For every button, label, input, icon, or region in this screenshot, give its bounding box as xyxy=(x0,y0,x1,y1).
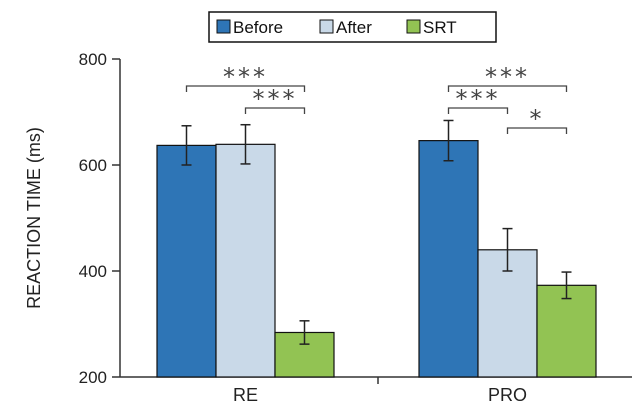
bars xyxy=(156,119,597,378)
bracket-line xyxy=(185,85,306,92)
y-tick-label: 400 xyxy=(79,262,107,281)
significance-label: *** xyxy=(485,63,530,91)
bracket-line xyxy=(506,127,568,134)
legend: Before After SRT xyxy=(208,11,497,43)
significance-brackets: ************* xyxy=(185,63,568,134)
legend-swatch-after xyxy=(319,19,334,34)
x-axis: RE PRO xyxy=(120,376,632,405)
bar-pro-before xyxy=(418,140,479,378)
bracket-line xyxy=(447,107,509,114)
significance-bracket: * xyxy=(506,105,568,134)
significance-label: *** xyxy=(456,85,501,113)
significance-bracket: *** xyxy=(244,85,306,114)
bracket-line xyxy=(244,107,306,114)
legend-label-before: Before xyxy=(233,18,283,37)
y-axis-title: REACTION TIME (ms) xyxy=(24,127,44,309)
y-tick-label: 800 xyxy=(79,50,107,69)
bracket-line xyxy=(447,85,568,92)
legend-box xyxy=(208,11,497,43)
legend-label-srt: SRT xyxy=(423,18,457,37)
legend-swatch-before xyxy=(216,19,231,34)
significance-label: * xyxy=(530,105,545,133)
y-tick-label: 600 xyxy=(79,156,107,175)
significance-bracket: *** xyxy=(447,85,509,114)
y-axis: 200 400 600 800 xyxy=(79,50,121,387)
bar-re-after xyxy=(215,143,276,378)
x-tick-label-pro: PRO xyxy=(488,385,527,405)
significance-label: *** xyxy=(253,85,298,113)
y-tick-label: 200 xyxy=(79,368,107,387)
bar-re-before xyxy=(156,144,217,378)
significance-bracket: *** xyxy=(185,63,306,92)
legend-label-after: After xyxy=(336,18,372,37)
significance-label: *** xyxy=(223,63,268,91)
legend-swatch-srt xyxy=(406,19,421,34)
bar-re-srt xyxy=(274,331,335,378)
x-tick-label-re: RE xyxy=(233,385,258,405)
significance-bracket: *** xyxy=(447,63,568,92)
